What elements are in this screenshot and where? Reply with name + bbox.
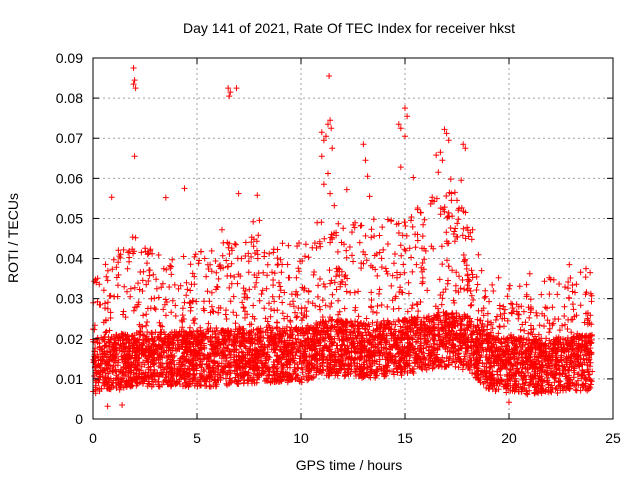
scatter-points-path: [90, 65, 596, 410]
y-tick-label: 0.06: [56, 170, 83, 186]
y-tick-label: 0.04: [56, 251, 83, 267]
axis-ticks: [92, 57, 614, 420]
x-tick-labels: 0 5 10 15 20 25: [89, 430, 621, 446]
x-tick-label: 5: [193, 430, 201, 446]
x-axis-label: GPS time / hours: [296, 457, 403, 473]
y-tick-label: 0: [75, 411, 83, 427]
x-tick-label: 20: [501, 430, 517, 446]
y-tick-label: 0.02: [56, 331, 83, 347]
x-tick-label: 15: [397, 430, 413, 446]
x-tick-label: 25: [605, 430, 621, 446]
y-axis-label: ROTI / TECUs: [5, 193, 21, 283]
plot-frame: [92, 57, 614, 420]
y-tick-label: 0.09: [56, 50, 83, 66]
y-tick-label: 0.07: [56, 130, 83, 146]
y-tick-label: 0.03: [56, 291, 83, 307]
y-tick-label: 0.05: [56, 210, 83, 226]
y-tick-label: 0.01: [56, 371, 83, 387]
scatter-points: [90, 65, 596, 410]
y-tick-labels: 0 0.01 0.02 0.03 0.04 0.05 0.06 0.07 0.08 0.09: [56, 50, 83, 427]
y-tick-label: 0.08: [56, 90, 83, 106]
x-tick-label: 10: [293, 430, 309, 446]
x-tick-label: 0: [89, 430, 97, 446]
chart-title: Day 141 of 2021, Rate Of TEC Index for r…: [183, 20, 515, 36]
